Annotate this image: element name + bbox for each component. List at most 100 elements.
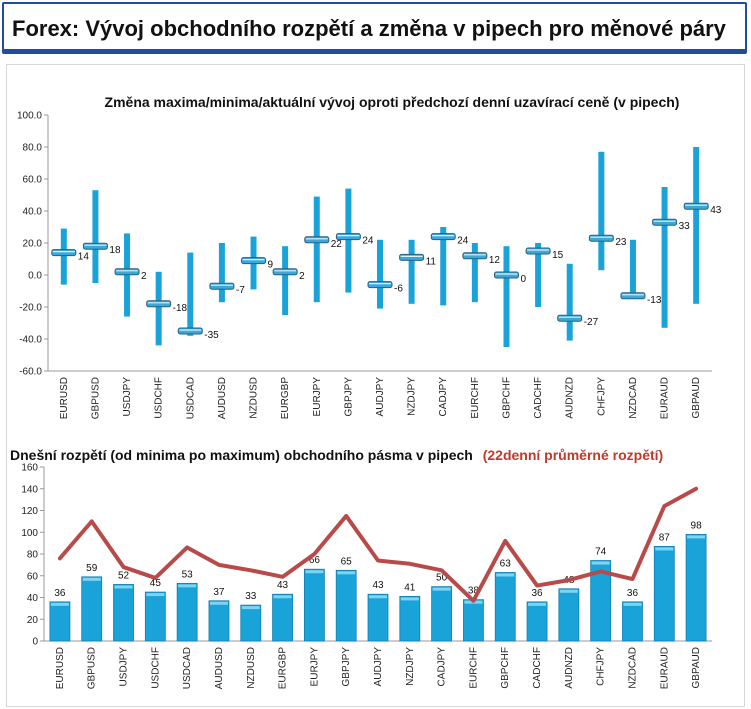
chart1-y-tick-label: 0.0 — [28, 271, 42, 282]
chart2-bar-cap — [178, 584, 197, 588]
chart1-category-label: NZDJPY — [407, 377, 418, 416]
chart1-current-marker — [304, 236, 330, 244]
chart2-category-label: EURJPY — [309, 647, 320, 687]
chart1-current-marker — [588, 234, 614, 242]
chart1-current-marker — [272, 268, 298, 276]
chart2-bar-cap — [305, 570, 324, 574]
chart1-category-label: AUDJPY — [375, 377, 386, 417]
chart2-bar-cap — [50, 602, 69, 606]
chart1-y-tick-label: -40.0 — [19, 335, 42, 346]
chart2-bar-cap — [146, 593, 165, 597]
chart2-value-label: 98 — [691, 520, 703, 531]
chart1-value-label: -18 — [173, 303, 188, 314]
chart1-current-marker — [146, 300, 172, 308]
chart2-bar-cap — [432, 587, 451, 591]
chart2-average-line — [57, 486, 699, 603]
chart2-value-label: 37 — [213, 587, 225, 598]
chart2-bar-cap — [82, 577, 101, 581]
chart2-category-label: USDCAD — [182, 647, 193, 689]
chart2-category-label: GBPJPY — [341, 647, 352, 687]
chart1-range-bar — [408, 239, 415, 304]
chart2-category-label: EURGBP — [278, 647, 289, 690]
chart1-range-bar — [155, 271, 162, 346]
chart2-bar-cap — [655, 547, 674, 551]
chart2-value-label: 63 — [500, 558, 512, 569]
chart1-value-label: 2 — [299, 271, 305, 282]
chart2-category-label: EURUSD — [55, 647, 66, 689]
chart1-category-label: GBPCHF — [501, 377, 512, 419]
chart2-bar — [208, 600, 230, 642]
chart1-current-marker — [241, 257, 267, 265]
chart2-category-label: AUDUSD — [214, 647, 225, 689]
chart2-bar — [685, 534, 707, 642]
chart2-title-main: Dnešní rozpětí (od minima po maximum) ob… — [10, 447, 473, 463]
chart1-current-marker — [430, 233, 456, 241]
chart1-category-label: GBPUSD — [90, 377, 101, 419]
chart1-value-label: 0 — [520, 274, 526, 285]
chart2-y-tick-label: 40 — [27, 593, 39, 604]
chart1-range-bar — [92, 190, 99, 283]
chart2-value-label: 59 — [86, 563, 98, 574]
chart2-bar — [81, 576, 103, 642]
chart2-category-label: NZDCAD — [627, 647, 638, 689]
chart2-value-label: 74 — [595, 547, 607, 558]
chart1-y-tick-label: 80.0 — [23, 143, 43, 154]
chart2-value-label: 36 — [627, 588, 639, 599]
chart2-category-label: GBPCHF — [500, 647, 511, 689]
chart1-value-label: 23 — [615, 237, 627, 248]
chart1-value-label: 14 — [78, 252, 90, 263]
chart1-y-tick-label: -20.0 — [19, 303, 42, 314]
chart2-y-tick-label: 20 — [27, 615, 39, 626]
chart1-category-label: AUDUSD — [217, 377, 228, 419]
chart2-value-label: 43 — [277, 580, 289, 591]
chart1-current-marker — [652, 218, 678, 226]
chart1-current-marker — [620, 292, 646, 300]
page-header: Forex: Vývoj obchodního rozpětí a změna … — [2, 2, 747, 54]
chart2-category-label: CHFJPY — [596, 647, 607, 686]
chart1-range-bar — [187, 252, 194, 336]
chart2-value-label: 38 — [468, 586, 480, 597]
chart1-category-label: USDCAD — [185, 377, 196, 419]
chart1-range-bar — [661, 187, 668, 328]
chart2-bar — [399, 596, 421, 642]
chart2-bar-cap — [496, 573, 515, 577]
chart1-value-label: -27 — [584, 317, 599, 328]
chart2-bar — [590, 560, 612, 642]
chart1-category-label: EURAUD — [660, 377, 671, 419]
chart2-y-tick-label: 80 — [27, 550, 39, 561]
chart1-current-marker — [462, 252, 488, 260]
chart1-range-bar — [535, 243, 542, 307]
chart1-value-label: 15 — [552, 250, 564, 261]
chart2-category-label: NZDUSD — [246, 647, 257, 689]
chart1-range-bar — [377, 239, 383, 309]
chart2-value-label: 66 — [309, 555, 321, 566]
chart2-title-highlight: (22denní průměrné rozpětí) — [483, 447, 663, 463]
page-title: Forex: Vývoj obchodního rozpětí a změna … — [12, 16, 726, 41]
chart2-bar — [176, 582, 198, 642]
chart1-value-label: -35 — [204, 330, 219, 341]
chart1-range-bar — [282, 246, 289, 315]
chart1-current-marker — [51, 249, 77, 257]
chart1-category-label: EURCHF — [470, 377, 481, 419]
chart1-category-label: NZDUSD — [249, 377, 260, 419]
chart2-category-label: GBPAUD — [691, 647, 702, 689]
chart1-value-label: 24 — [457, 236, 469, 247]
chart2-title: Dnešní rozpětí (od minima po maximum) ob… — [10, 447, 663, 463]
chart1-current-marker — [367, 281, 393, 289]
chart2-value-label: 36 — [531, 588, 543, 599]
chart1-category-label: GBPJPY — [343, 377, 354, 417]
chart2-bar-cap — [591, 561, 610, 565]
chart2-bar-cap — [241, 606, 260, 610]
chart1-y-tick-label: 40.0 — [23, 207, 43, 218]
chart1-range-bar — [218, 243, 225, 303]
chart2-bar — [49, 601, 71, 642]
chart2-bar — [335, 569, 357, 642]
chart2-category-label: EURCHF — [468, 647, 479, 689]
chart2-y-tick-label: 0 — [32, 637, 38, 648]
chart1-range-bar — [60, 228, 67, 285]
chart2-y-tick-label: 140 — [21, 484, 38, 495]
chart1-value-label: 33 — [679, 221, 691, 232]
chart2-bar-cap — [623, 602, 642, 606]
chart1-value-label: 2 — [141, 271, 147, 282]
